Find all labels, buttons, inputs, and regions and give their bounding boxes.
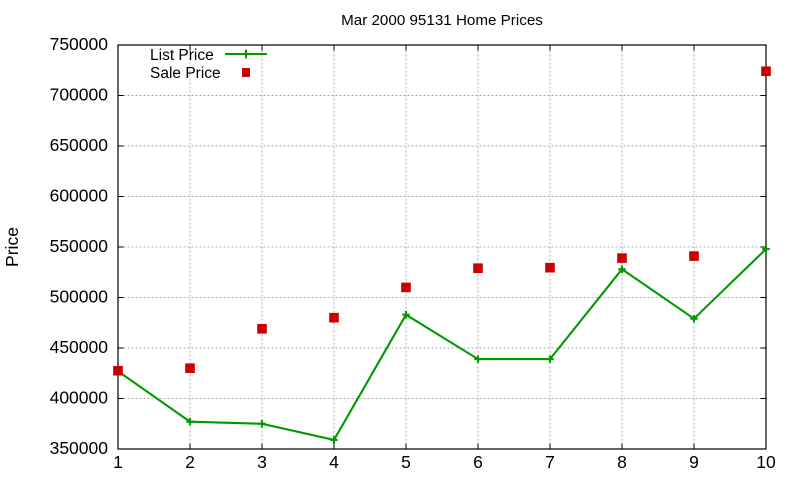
svg-text:500000: 500000 [50, 287, 109, 307]
svg-text:700000: 700000 [50, 85, 109, 105]
svg-text:List Price: List Price [150, 47, 214, 64]
svg-text:750000: 750000 [50, 34, 109, 54]
svg-text:550000: 550000 [50, 236, 109, 256]
svg-text:400000: 400000 [50, 388, 109, 408]
svg-text:3: 3 [257, 452, 267, 472]
svg-text:350000: 350000 [50, 438, 109, 458]
svg-text:6: 6 [473, 452, 483, 472]
svg-text:Sale Price: Sale Price [150, 65, 221, 82]
svg-text:600000: 600000 [50, 186, 109, 206]
svg-text:8: 8 [617, 452, 627, 472]
svg-text:650000: 650000 [50, 135, 109, 155]
svg-text:10: 10 [756, 452, 776, 472]
svg-text:Mar 2000 95131 Home Prices: Mar 2000 95131 Home Prices [341, 12, 543, 29]
svg-text:2: 2 [185, 452, 195, 472]
svg-text:450000: 450000 [50, 337, 109, 357]
svg-text:9: 9 [689, 452, 699, 472]
svg-text:4: 4 [329, 452, 339, 472]
svg-text:Price: Price [2, 227, 22, 267]
svg-text:7: 7 [545, 452, 555, 472]
svg-text:1: 1 [113, 452, 123, 472]
svg-text:5: 5 [401, 452, 411, 472]
